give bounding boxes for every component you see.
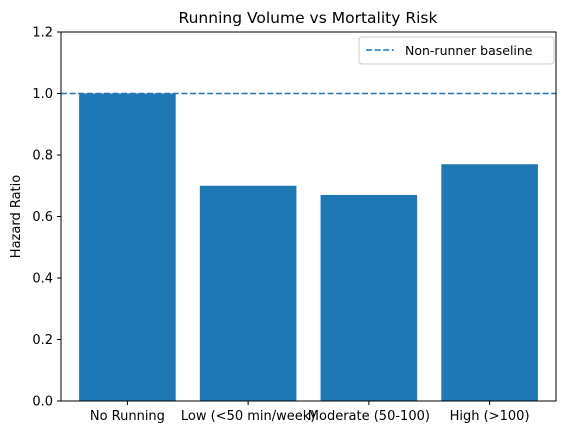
bar-3 xyxy=(441,164,538,401)
x-tick-label-3: High (>100) xyxy=(450,409,530,424)
plot-frame xyxy=(60,31,557,402)
bar-1 xyxy=(199,185,297,401)
x-axis: No Running Low (<50 min/week)Moderate (50… xyxy=(90,401,530,424)
x-tick-label-0: No Running xyxy=(90,409,165,424)
x-tick-label-2: Moderate (50-100) xyxy=(308,409,430,424)
chart-title: Running Volume vs Mortality Risk xyxy=(179,9,438,27)
y-tick-label-3: 0.6 xyxy=(32,210,53,225)
y-tick-label-2: 0.4 xyxy=(32,272,53,287)
y-tick-label-0: 0.0 xyxy=(32,395,53,410)
legend-baseline-label: Non-runner baseline xyxy=(405,43,533,58)
bars xyxy=(79,93,538,401)
y-axis-label: Hazard Ratio xyxy=(9,175,24,258)
bar-2 xyxy=(320,194,418,401)
y-tick-label-6: 1.2 xyxy=(32,26,53,41)
y-axis: 0.0 0.2 0.4 0.6 0.8 1.0 1.2 xyxy=(32,26,61,410)
legend: Non-runner baseline xyxy=(358,36,555,65)
y-tick-label-1: 0.2 xyxy=(32,333,53,348)
x-tick-label-1: Low (<50 min/week) xyxy=(181,409,316,424)
legend-box xyxy=(358,36,555,65)
y-tick-label-4: 0.8 xyxy=(32,149,53,164)
bar-0 xyxy=(79,93,176,401)
y-tick-label-5: 1.0 xyxy=(32,87,53,102)
